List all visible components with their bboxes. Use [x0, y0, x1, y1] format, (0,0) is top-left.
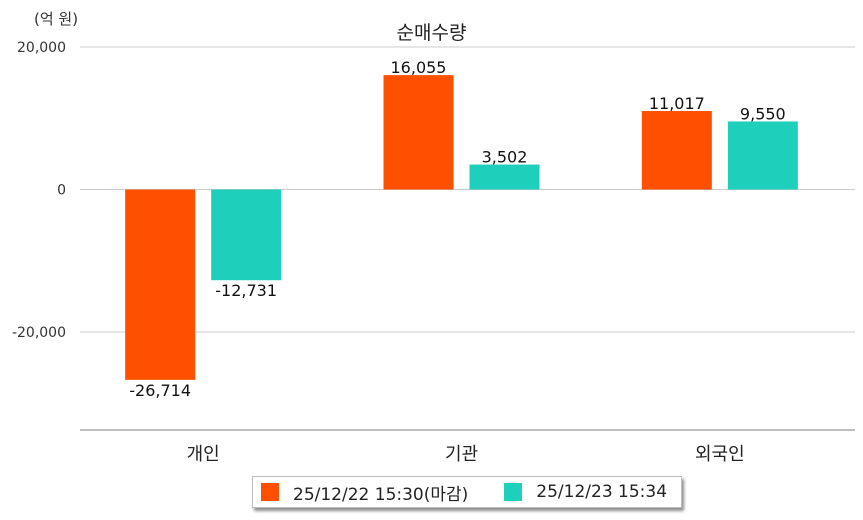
x-tick-label: 외국인 — [695, 444, 745, 465]
x-tick-label: 개인 — [187, 444, 220, 465]
legend-swatch-series-1 — [261, 483, 279, 501]
data-label: 11,017 — [649, 94, 705, 113]
chart-title: 순매수량 — [396, 22, 467, 44]
data-label: -12,731 — [215, 281, 277, 300]
data-label: 16,055 — [391, 58, 447, 77]
y-tick-label: 0 — [57, 183, 66, 199]
data-label: -26,714 — [129, 381, 191, 400]
legend-label-series-2: 25/12/23 15:34 — [536, 482, 668, 502]
legend-item-series-2[interactable]: 25/12/23 15:34 — [504, 482, 667, 502]
y-tick-label: 20,000 — [17, 40, 66, 56]
chart-legend: 25/12/22 15:30(마감) 25/12/23 15:34 — [252, 476, 682, 508]
bar-chart: 20,000 0 -20,000 개인 -26,714 -12,731 기관 16,055 3,… — [12, 40, 855, 465]
bar — [727, 121, 798, 190]
x-tick-label: 기관 — [445, 444, 478, 465]
bar — [469, 164, 540, 190]
bar — [211, 189, 282, 281]
y-tick-label: -20,000 — [12, 325, 66, 341]
legend-label-series-1: 25/12/22 15:30(마감) — [293, 484, 469, 505]
bar — [383, 75, 454, 190]
data-label: 9,550 — [740, 104, 786, 123]
unit-label: (억 원) — [34, 10, 79, 28]
bar — [125, 189, 196, 380]
legend-item-series-1[interactable]: 25/12/22 15:30(마감) — [261, 480, 468, 505]
data-label: 3,502 — [482, 148, 528, 167]
legend-swatch-series-2 — [504, 483, 523, 501]
bar — [641, 111, 712, 190]
